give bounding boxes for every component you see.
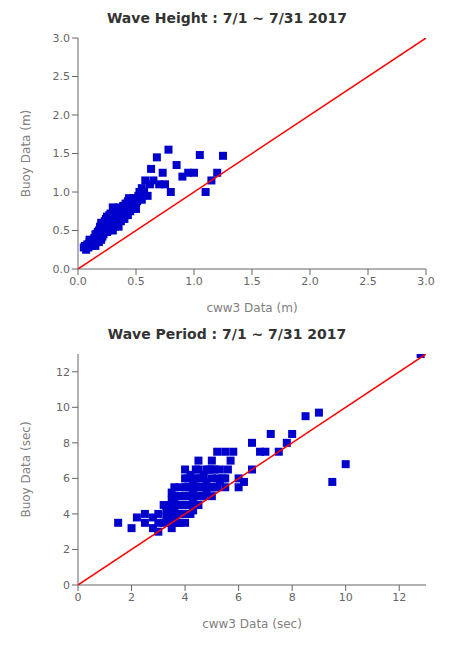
svg-text:4: 4 [182, 591, 189, 604]
svg-text:Buoy Data (sec): Buoy Data (sec) [19, 421, 33, 517]
svg-text:1.5: 1.5 [53, 147, 71, 160]
svg-text:4: 4 [63, 508, 70, 521]
svg-text:2.5: 2.5 [53, 70, 71, 83]
svg-text:8: 8 [289, 591, 296, 604]
svg-text:3.0: 3.0 [53, 32, 71, 45]
svg-text:8: 8 [63, 437, 70, 450]
svg-text:0.0: 0.0 [69, 275, 87, 288]
svg-text:2: 2 [63, 543, 70, 556]
svg-text:10: 10 [339, 591, 353, 604]
html-text:Wave Height : 7/1 ~ 7/31 2017: Wave Height : 7/1 ~ 7/31 2017 [106, 10, 348, 26]
svg-text:12: 12 [392, 591, 406, 604]
svg-text:0: 0 [75, 591, 82, 604]
svg-text:Buoy Data (m): Buoy Data (m) [19, 110, 33, 198]
svg-text:cww3 Data (m): cww3 Data (m) [206, 301, 297, 315]
svg-text:2.0: 2.0 [53, 109, 71, 122]
svg-text:2: 2 [128, 591, 135, 604]
svg-text:3.0: 3.0 [417, 275, 435, 288]
svg-text:2.0: 2.0 [301, 275, 319, 288]
svg-text:1.0: 1.0 [185, 275, 203, 288]
svg-text:0.0: 0.0 [53, 263, 71, 276]
svg-text:10: 10 [56, 401, 70, 414]
svg-text:1.5: 1.5 [243, 275, 261, 288]
svg-text:2.5: 2.5 [359, 275, 377, 288]
svg-text:6: 6 [235, 591, 242, 604]
svg-text:0.5: 0.5 [53, 224, 71, 237]
svg-text:6: 6 [63, 472, 70, 485]
svg-text:cww3 Data (sec): cww3 Data (sec) [202, 617, 302, 631]
svg-text:1.0: 1.0 [53, 186, 71, 199]
svg-text:0: 0 [63, 579, 70, 592]
svg-text:0.5: 0.5 [127, 275, 145, 288]
svg-text:12: 12 [56, 366, 70, 379]
html-text:Wave Period : 7/1 ~ 7/31 2017: Wave Period : 7/1 ~ 7/31 2017 [107, 326, 347, 342]
